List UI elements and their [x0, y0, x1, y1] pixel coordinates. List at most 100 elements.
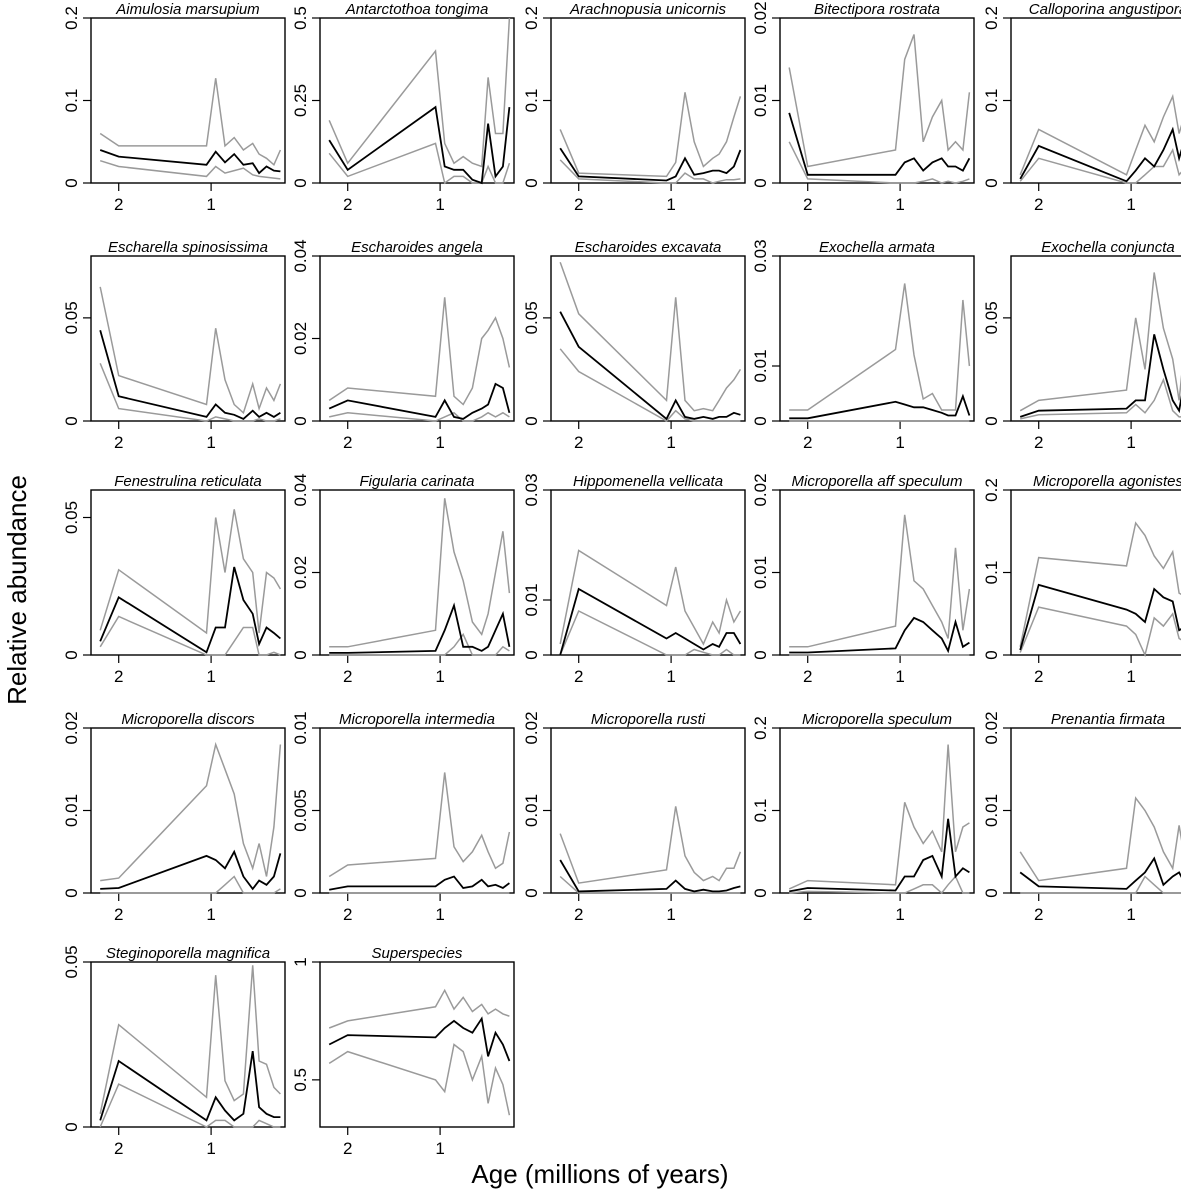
x-tick-label: 2 [343, 433, 352, 452]
y-tick-label: 0.01 [62, 794, 81, 827]
y-tick-label: 0.03 [522, 473, 541, 506]
panel-title: Superspecies [372, 945, 463, 962]
panel: Prenantia firmata 0 0.01 0.02 2 1 [982, 711, 1181, 924]
x-tick-label: 1 [206, 905, 215, 924]
series-mean [1019, 583, 1181, 651]
x-tick-label: 1 [1126, 667, 1135, 686]
x-tick-label: 1 [435, 1139, 444, 1158]
series-mean [99, 566, 281, 654]
y-tick-label: 0 [751, 888, 770, 897]
series-upper-bound [789, 514, 971, 648]
series-mean [559, 147, 742, 182]
panel: Escharoides excavata 0 0.05 2 1 [522, 239, 746, 452]
y-tick-label: 0.02 [751, 473, 770, 506]
y-tick-label: 0.1 [522, 89, 541, 113]
y-tick-label: 0 [291, 416, 310, 425]
y-tick-label: 0.05 [982, 301, 1001, 334]
x-tick-label: 1 [206, 195, 215, 214]
x-tick-label: 2 [343, 195, 352, 214]
panel: Arachnopusia unicornis 0 0.1 0.2 2 1 [522, 1, 746, 214]
plot-frame [1010, 489, 1181, 656]
plot-frame [90, 17, 286, 184]
panel-title: Hippomenella vellicata [573, 473, 723, 490]
panel: Exochella armata 0 0.01 0.03 2 1 [751, 239, 975, 452]
series-upper-bound [99, 286, 282, 415]
series-upper-bound [99, 509, 282, 635]
y-tick-label: 0 [62, 178, 81, 187]
series-upper-bound [789, 283, 971, 411]
y-tick-label: 0 [522, 416, 541, 425]
panel-title: Prenantia firmata [1051, 711, 1165, 728]
x-tick-label: 2 [574, 667, 583, 686]
series-lower-bound [559, 609, 741, 656]
series-mean [328, 382, 511, 420]
series-lower-bound [1020, 875, 1181, 894]
y-tick-label: 0 [982, 416, 1001, 425]
x-axis-label: Age (millions of years) [471, 1159, 728, 1189]
series-upper-bound [1019, 796, 1181, 882]
series-lower-bound [1019, 148, 1181, 184]
x-tick-label: 2 [803, 433, 812, 452]
x-tick-label: 1 [895, 195, 904, 214]
x-tick-label: 1 [895, 667, 904, 686]
series-upper-bound [559, 549, 742, 646]
y-tick-label: 0 [982, 650, 1001, 659]
panel-title: Aimulosia marsupium [115, 1, 259, 18]
series-upper-bound [788, 34, 971, 168]
x-tick-label: 1 [206, 433, 215, 452]
panel-title: Microporella rusti [591, 711, 706, 728]
series-mean [99, 149, 281, 175]
series-upper-bound [559, 92, 742, 178]
y-tick-label: 0 [982, 178, 1001, 187]
series-mean [789, 818, 970, 893]
x-tick-label: 1 [206, 667, 215, 686]
panel-title: Exochella conjuncta [1041, 239, 1174, 256]
x-tick-label: 2 [343, 1139, 352, 1158]
y-tick-label: 0.01 [291, 711, 310, 744]
series-mean [99, 1050, 281, 1122]
x-tick-label: 1 [666, 195, 675, 214]
y-tick-label: 1 [291, 957, 310, 966]
panel: Calloporina angustipora 0 0.1 0.2 2 1 [982, 1, 1181, 214]
panel-title: Microporella discors [121, 711, 255, 728]
plot-frame [90, 961, 286, 1128]
y-tick-label: 0.1 [62, 89, 81, 113]
y-tick-label: 0.02 [291, 556, 310, 589]
y-tick-label: 0.1 [982, 561, 1001, 585]
plot-frame [779, 17, 975, 184]
series-upper-bound [99, 965, 281, 1114]
x-tick-label: 2 [1034, 433, 1043, 452]
panel: Microporella intermedia 0 0.005 0.01 2 1 [291, 711, 515, 924]
panel: Fenestrulina reticulata 0 0.05 2 1 [62, 473, 286, 686]
series-upper-bound [788, 744, 970, 890]
y-tick-label: 0.01 [751, 556, 770, 589]
x-tick-label: 2 [574, 905, 583, 924]
y-tick-label: 0.1 [982, 89, 1001, 113]
panel-title: Exochella armata [819, 239, 935, 256]
series-mean [1019, 334, 1181, 418]
series-mean [100, 849, 282, 891]
panel: Microporella speculum 0 0.1 0.2 2 1 [751, 711, 975, 924]
panel-title: Microporella agonistes [1033, 473, 1181, 490]
plot-frame [319, 961, 515, 1128]
series-upper-bound [328, 17, 511, 168]
y-tick-label: 0 [62, 1122, 81, 1131]
x-tick-label: 2 [114, 195, 123, 214]
series-mean [789, 393, 971, 420]
series-lower-bound [328, 1043, 511, 1116]
panel-title: Antarctothoa tongima [345, 1, 489, 18]
series-mean [1019, 126, 1181, 183]
panel-title: Figularia carinata [359, 473, 474, 490]
y-tick-label: 0.5 [291, 6, 310, 30]
plot-frame [90, 727, 286, 894]
y-tick-label: 0.25 [291, 84, 310, 117]
x-tick-label: 1 [435, 667, 444, 686]
series-lower-bound [1019, 606, 1181, 658]
y-tick-label: 0 [291, 888, 310, 897]
x-tick-label: 1 [1126, 195, 1135, 214]
y-tick-label: 0.02 [522, 711, 541, 744]
series-mean [328, 1016, 511, 1062]
y-tick-label: 0.02 [291, 322, 310, 355]
y-tick-label: 0.04 [291, 239, 310, 272]
y-tick-label: 0 [62, 416, 81, 425]
